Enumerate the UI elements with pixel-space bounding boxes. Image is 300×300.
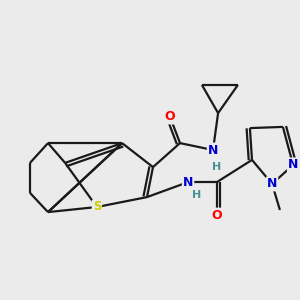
Text: H: H bbox=[193, 190, 202, 200]
Text: N: N bbox=[267, 177, 277, 190]
Text: O: O bbox=[212, 208, 222, 222]
Text: S: S bbox=[93, 200, 101, 214]
Text: O: O bbox=[165, 110, 176, 124]
Text: N: N bbox=[288, 158, 298, 172]
Text: N: N bbox=[183, 176, 193, 189]
Text: N: N bbox=[208, 143, 218, 157]
Text: H: H bbox=[212, 162, 221, 172]
